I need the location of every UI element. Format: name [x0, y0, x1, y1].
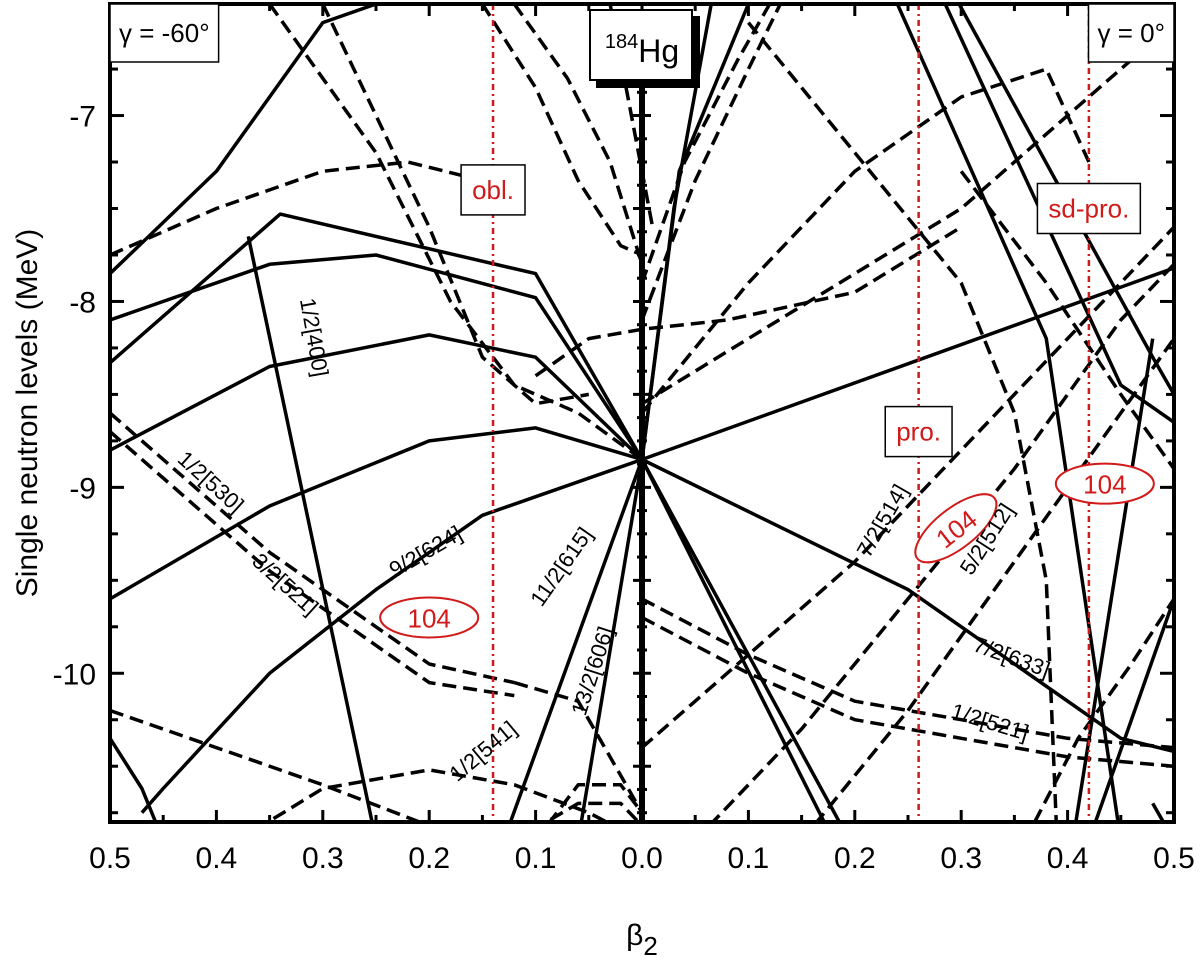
deformation-label: sd-pro.	[1036, 182, 1142, 235]
nucleus-element: Hg	[638, 33, 679, 69]
level-curve-solid-0	[110, 426, 643, 601]
level-curve-dashed-43	[641, 597, 1174, 750]
orbital-label: 13/2[606]	[566, 623, 618, 718]
level-curve-dashed-31	[321, 4, 590, 406]
level-curve-solid-1	[110, 333, 644, 461]
level-curve-dashed-24	[513, 680, 644, 814]
orbital-label: 11/2[615]	[525, 523, 597, 611]
orbital-label: 9/2[624]	[385, 521, 466, 582]
x-tick-label: 0.1	[515, 842, 557, 875]
gamma-label: γ = -60°	[109, 3, 220, 63]
shell-gap-mark: 104	[1054, 462, 1155, 505]
x-tick-label: 0.2	[408, 842, 450, 875]
nucleus-label-text: 184Hg	[605, 31, 679, 69]
level-curve-dashed-29	[110, 160, 483, 257]
x-tick-label: 0.5	[1153, 842, 1195, 875]
gamma-label-box	[1087, 3, 1175, 63]
shell-gap-ellipse	[379, 596, 480, 639]
gamma-label-text: γ = 0°	[1098, 18, 1166, 48]
level-curve-solid-8	[508, 458, 644, 822]
level-curve-dashed-33	[512, 4, 644, 265]
gamma-label-text: γ = -60°	[119, 18, 210, 48]
deformation-label-box	[884, 405, 953, 458]
deformation-label-box	[460, 164, 526, 216]
x-tick-label: 0.0	[621, 842, 663, 875]
level-curve-dashed-27	[547, 783, 644, 822]
orbital-label: 1/2[400]	[295, 296, 333, 379]
level-curve-dashed-22	[110, 411, 515, 685]
x-tick-label: 0.4	[1047, 842, 1089, 875]
deformation-label: obl.	[460, 164, 526, 216]
level-curve-solid-7	[110, 737, 158, 822]
x-tick-label: 0.1	[728, 842, 770, 875]
level-curve-solid-13	[640, 458, 842, 822]
y-tick-label: -10	[53, 658, 96, 691]
level-curve-solid-17	[943, 4, 1174, 424]
deformation-label-text: obl.	[472, 175, 514, 205]
nucleus-mass: 184	[605, 31, 638, 53]
orbital-label: 7/2[633]	[970, 632, 1053, 683]
level-curve-dashed-32	[480, 4, 643, 257]
gamma-label: γ = 0°	[1087, 3, 1175, 63]
orbital-label: 1/2[541]	[444, 716, 521, 786]
y-axis-title: Single neutron levels (MeV)	[11, 229, 44, 598]
level-curve-solid-18	[957, 4, 1174, 396]
level-curve-dashed-44	[747, 21, 1058, 822]
shell-gap-ellipse	[914, 493, 998, 564]
y-tick-label: -9	[69, 472, 96, 505]
x-tick-label: 0.3	[940, 842, 982, 875]
x-tick-label: 0.3	[302, 842, 344, 875]
level-curve-solid-4	[110, 4, 382, 275]
x-tick-label: 0.5	[89, 842, 131, 875]
shell-gap-text: 104	[408, 604, 451, 634]
level-curve-solid-5	[140, 457, 643, 814]
level-curve-dashed-38	[640, 67, 1091, 415]
level-curve-dashed-46	[608, 4, 655, 228]
level-curve-dashed-42	[641, 615, 1174, 768]
level-curve-dashed-28	[542, 801, 641, 822]
level-curve-dashed-39	[640, 225, 1174, 749]
shell-gap-ellipse	[1054, 462, 1155, 505]
level-curve-solid-6	[246, 236, 374, 822]
level-curve-dashed-26	[264, 768, 611, 822]
level-curve-dashed-35	[640, 4, 782, 321]
shell-gap-mark: 104	[379, 596, 480, 639]
level-curve-solid-3	[110, 212, 644, 461]
orbital-label: 1/2[530]	[173, 446, 249, 518]
level-curve-solid-10	[641, 266, 1174, 462]
gamma-label-box	[109, 3, 220, 63]
level-curve-dashed-36	[534, 225, 963, 378]
deformation-label-text: sd-pro.	[1048, 194, 1129, 224]
x-axis-title: β2	[626, 919, 658, 961]
level-curve-solid-20	[1093, 598, 1174, 822]
y-tick-label: -8	[69, 286, 96, 319]
x-tick-label: 0.2	[834, 842, 876, 875]
deformation-label-text: pro.	[896, 417, 941, 447]
level-curve-dashed-45	[1032, 597, 1174, 822]
level-curves	[110, 4, 1174, 822]
nucleus-label-box	[589, 9, 693, 81]
deformation-label: pro.	[884, 405, 953, 458]
level-curve-dashed-25	[110, 708, 425, 822]
level-curve-solid-9	[579, 459, 644, 822]
axis-ticks: 0.5 0.4 0.3 0.2 0.1 0.0 0.1 0.2 0.3 0.4 0.5 -7 -8 -9 -…	[53, 4, 1195, 875]
y-tick-label: -7	[69, 101, 96, 134]
x-tick-label: 0.4	[196, 842, 238, 875]
deformation-label-box	[1036, 182, 1142, 235]
shell-gap-text: 104	[1083, 470, 1126, 500]
level-curve-dashed-47	[959, 170, 1174, 470]
level-curve-dashed-41	[814, 337, 1174, 822]
level-curve-solid-21	[1151, 802, 1166, 822]
level-curve-dashed-30	[268, 4, 644, 461]
level-curve-solid-16	[895, 4, 1120, 822]
level-curve-dashed-23	[110, 430, 515, 698]
nucleus-label: 184Hg	[589, 9, 700, 88]
orbital-label: 7/2[514]	[852, 480, 913, 561]
